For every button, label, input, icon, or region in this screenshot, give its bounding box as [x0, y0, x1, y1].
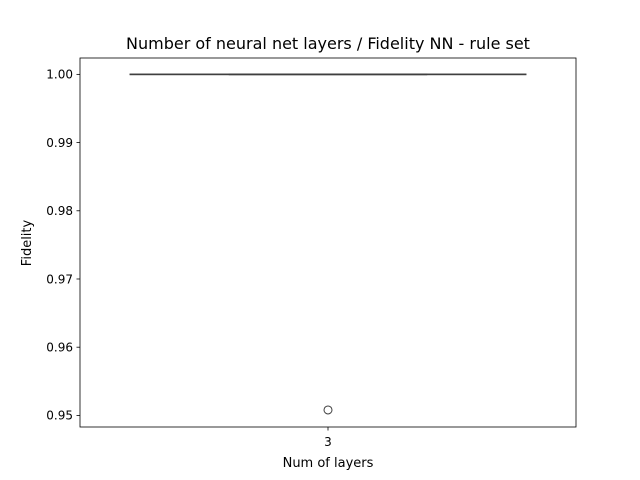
- x-axis-label: Num of layers: [283, 456, 374, 471]
- plot-area: 0.95 0.96 0.97 0.98 0.99 1.00 3: [46, 57, 577, 449]
- y-tick-label: 0.99: [46, 136, 73, 150]
- x-tick-label: 3: [324, 435, 332, 449]
- y-tick-label: 0.97: [46, 272, 73, 286]
- y-tick-label: 0.95: [46, 409, 73, 423]
- y-tick-label: 0.98: [46, 204, 73, 218]
- outlier-point: [323, 405, 333, 415]
- chart-title: Number of neural net layers / Fidelity N…: [126, 34, 530, 53]
- y-tick-label: 0.96: [46, 340, 73, 354]
- axes-frame: [79, 57, 577, 428]
- y-axis-label: Fidelity: [20, 219, 35, 266]
- y-tick-label: 1.00: [46, 68, 73, 82]
